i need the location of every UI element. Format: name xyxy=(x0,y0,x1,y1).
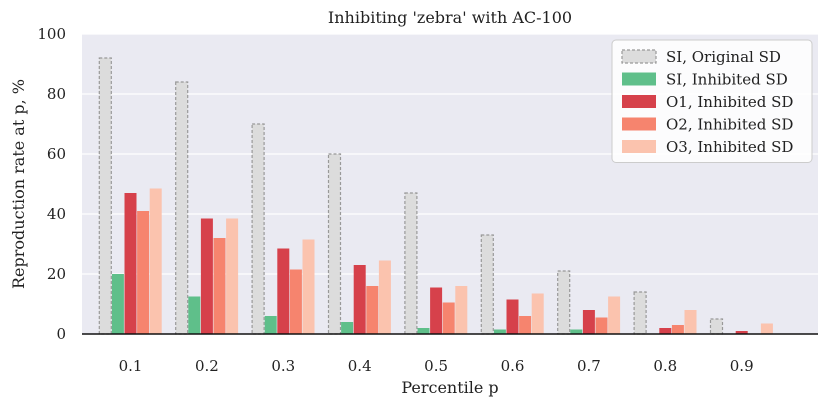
legend-swatch xyxy=(621,49,657,64)
legend-label: O2, Inhibited SD xyxy=(666,116,793,134)
y-tick-label: 20 xyxy=(47,265,66,283)
legend-swatch xyxy=(622,140,656,153)
bar-si-original-sd-p0.1 xyxy=(98,57,112,335)
bar-o3-inhibited-sd-p0.3 xyxy=(302,239,315,334)
legend: SI, Original SD SI, Inhibited SD O1, Inhib… xyxy=(611,39,813,163)
bar-o2-inhibited-sd-p0.3 xyxy=(289,269,302,334)
y-axis-label: Reproduction rate at p, % xyxy=(9,79,28,289)
y-tick-label: 100 xyxy=(37,25,66,43)
bar-o1-inhibited-sd-p0.9 xyxy=(735,331,748,334)
bar-si-original-sd-p0.5 xyxy=(404,192,418,335)
bar-o1-inhibited-sd-p0.5 xyxy=(430,287,443,334)
y-tick-labels: 0 20 40 60 80 100 xyxy=(37,25,66,343)
y-tick-label: 60 xyxy=(47,145,66,163)
x-tick-label: 0.4 xyxy=(348,357,372,375)
legend-label: SI, Inhibited SD xyxy=(666,71,788,89)
bar-si-inhibited-sd-p0.2 xyxy=(188,296,201,334)
bar-si-inhibited-sd-p0.5 xyxy=(417,328,430,334)
bar-si-inhibited-sd-p0.6 xyxy=(493,329,506,334)
chart-title: Inhibiting 'zebra' with AC-100 xyxy=(328,8,572,27)
x-tick-label: 0.5 xyxy=(424,357,448,375)
bar-o1-inhibited-sd-p0.7 xyxy=(582,310,595,334)
bar-o3-inhibited-sd-p0.6 xyxy=(531,293,544,334)
bar-si-original-sd-p0.6 xyxy=(480,234,494,335)
bar-si-original-sd-p0.4 xyxy=(327,153,342,335)
legend-swatch xyxy=(622,72,656,86)
bar-o2-inhibited-sd-p0.6 xyxy=(519,316,532,334)
bar-si-original-sd-p0.9 xyxy=(709,318,724,335)
x-tick-labels: 0.1 0.2 0.3 0.4 0.5 0.6 0.7 0.8 0.9 xyxy=(119,357,754,375)
bar-si-inhibited-sd-p0.3 xyxy=(264,316,277,334)
bar-o2-inhibited-sd-p0.5 xyxy=(442,302,455,334)
x-tick-label: 0.9 xyxy=(730,357,754,375)
bar-o2-inhibited-sd-p0.4 xyxy=(366,286,379,334)
bar-si-original-sd-p0.7 xyxy=(557,270,571,335)
bar-o1-inhibited-sd-p0.1 xyxy=(124,193,137,334)
bar-si-inhibited-sd-p0.4 xyxy=(341,322,354,334)
bar-o2-inhibited-sd-p0.2 xyxy=(213,238,226,334)
bar-o1-inhibited-sd-p0.4 xyxy=(353,265,366,334)
x-axis-label: Percentile p xyxy=(401,378,498,397)
legend-label: O1, Inhibited SD xyxy=(666,93,793,111)
bar-o1-inhibited-sd-p0.3 xyxy=(277,248,290,334)
bar-o3-inhibited-sd-p0.1 xyxy=(149,188,162,334)
bar-o3-inhibited-sd-p0.9 xyxy=(760,323,773,334)
bar-si-original-sd-p0.2 xyxy=(175,81,189,335)
bar-o1-inhibited-sd-p0.8 xyxy=(659,328,672,334)
y-tick-label: 40 xyxy=(47,205,66,223)
x-tick-label: 0.7 xyxy=(577,357,601,375)
x-tick-label: 0.8 xyxy=(653,357,677,375)
bar-o3-inhibited-sd-p0.8 xyxy=(684,310,697,334)
legend-swatch xyxy=(622,117,656,131)
x-tick-label: 0.6 xyxy=(501,357,525,375)
bar-si-inhibited-sd-p0.1 xyxy=(111,274,124,334)
legend-box xyxy=(611,39,813,163)
bar-o3-inhibited-sd-p0.5 xyxy=(455,286,468,334)
bar-si-original-sd-p0.8 xyxy=(633,291,647,335)
legend-label: SI, Original SD xyxy=(666,48,781,66)
bar-o3-inhibited-sd-p0.2 xyxy=(226,218,239,334)
bar-o2-inhibited-sd-p0.7 xyxy=(595,317,608,334)
bar-o3-inhibited-sd-p0.7 xyxy=(608,296,621,334)
y-tick-label: 0 xyxy=(56,325,66,343)
bar-o2-inhibited-sd-p0.8 xyxy=(671,325,684,334)
bar-si-original-sd-p0.3 xyxy=(251,123,265,335)
x-tick-label: 0.3 xyxy=(271,357,295,375)
bar-si-inhibited-sd-p0.7 xyxy=(570,329,583,334)
legend-swatch xyxy=(622,95,656,108)
legend-label: O3, Inhibited SD xyxy=(666,138,793,156)
bars xyxy=(98,57,773,335)
x-tick-label: 0.1 xyxy=(119,357,143,375)
y-tick-label: 80 xyxy=(47,85,66,103)
bar-o2-inhibited-sd-p0.1 xyxy=(137,211,150,334)
bar-o1-inhibited-sd-p0.2 xyxy=(200,218,213,334)
bar-o3-inhibited-sd-p0.4 xyxy=(378,260,391,334)
bar-o1-inhibited-sd-p0.6 xyxy=(506,299,519,334)
x-tick-label: 0.2 xyxy=(195,357,219,375)
